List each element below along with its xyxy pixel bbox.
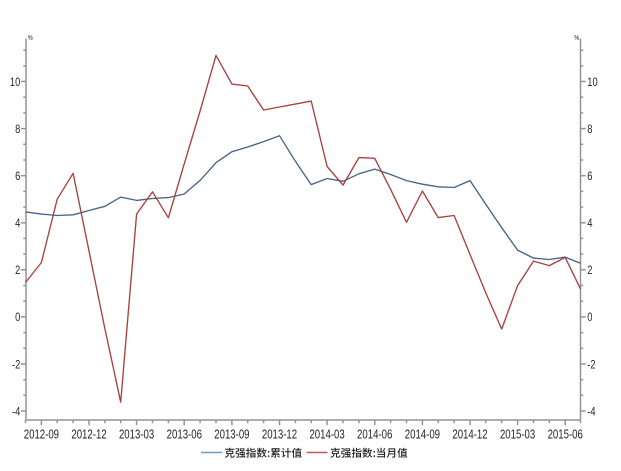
svg-text:2013-09: 2013-09 (214, 428, 249, 442)
svg-text:0: 0 (587, 311, 592, 324)
svg-text:2014-09: 2014-09 (405, 428, 440, 442)
svg-text:-4: -4 (12, 405, 20, 418)
svg-text:2: 2 (15, 264, 20, 277)
svg-text:6: 6 (587, 170, 592, 183)
svg-text:10: 10 (587, 76, 597, 89)
svg-text:-4: -4 (587, 405, 595, 418)
svg-text:8: 8 (587, 123, 592, 136)
svg-text:2014-12: 2014-12 (452, 428, 487, 442)
svg-text:-2: -2 (587, 358, 595, 371)
svg-text:2014-03: 2014-03 (309, 428, 344, 442)
svg-text:8: 8 (15, 123, 20, 136)
svg-text:10: 10 (10, 76, 20, 89)
svg-text:4: 4 (587, 217, 592, 230)
svg-text:0: 0 (15, 311, 20, 324)
svg-text:%: % (28, 34, 33, 42)
svg-text:%: % (574, 34, 579, 42)
svg-text:2013-06: 2013-06 (167, 428, 202, 442)
svg-text:2: 2 (587, 264, 592, 277)
svg-text:6: 6 (15, 170, 20, 183)
svg-text:2012-12: 2012-12 (71, 428, 106, 442)
svg-text:2015-03: 2015-03 (500, 428, 535, 442)
svg-text:2013-12: 2013-12 (262, 428, 297, 442)
svg-text:-2: -2 (12, 358, 20, 371)
svg-text:2012-09: 2012-09 (24, 428, 59, 442)
svg-text:2014-06: 2014-06 (357, 428, 392, 442)
svg-text:2013-03: 2013-03 (119, 428, 154, 442)
svg-text:2015-06: 2015-06 (548, 428, 583, 442)
svg-text:4: 4 (15, 217, 20, 230)
